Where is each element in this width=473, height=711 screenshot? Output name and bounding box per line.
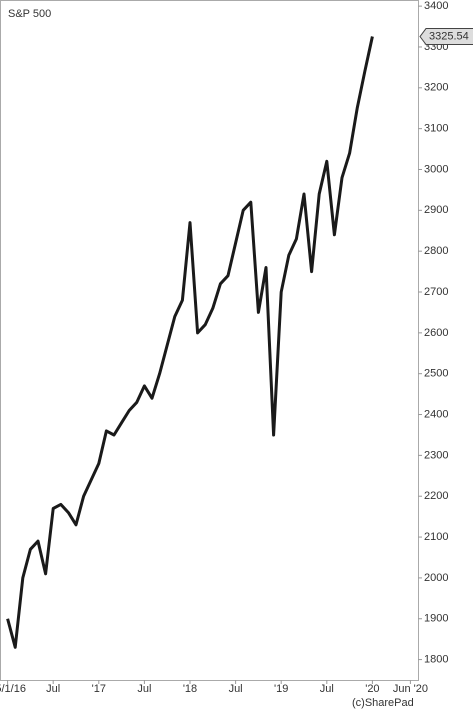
y-tick-label: 2600	[424, 327, 448, 339]
y-tick-label: 2200	[424, 490, 448, 502]
x-tick-label: 25/1/16	[0, 683, 26, 695]
y-tick-label: 2300	[424, 449, 448, 461]
x-tick-label: Jun '20	[393, 683, 428, 695]
x-tick-label: Jul	[320, 683, 334, 695]
y-tick-label: 2000	[424, 572, 448, 584]
x-tick-label: '19	[274, 683, 288, 695]
x-tick-label: Jul	[46, 683, 60, 695]
y-tick-label: 3100	[424, 123, 448, 135]
credit: (c)SharePad	[352, 697, 414, 709]
plot-frame	[0, 0, 419, 681]
y-tick-label: 2900	[424, 204, 448, 216]
x-tick-label: '18	[183, 683, 197, 695]
x-tick-label: '17	[92, 683, 106, 695]
last-value-label: 3325.54	[429, 30, 469, 42]
last-value-box	[419, 28, 473, 46]
y-tick-label: 2500	[424, 368, 448, 380]
y-tick-label: 2700	[424, 286, 448, 298]
price-line	[6, 36, 374, 649]
x-tick-label: '20	[365, 683, 379, 695]
chart-title: S&P 500	[8, 8, 51, 20]
y-tick-label: 2400	[424, 408, 448, 420]
y-tick-label: 3400	[424, 0, 448, 12]
y-tick-label: 3000	[424, 163, 448, 175]
y-tick-label: 1800	[424, 653, 448, 665]
x-tick-label: Jul	[229, 683, 243, 695]
y-tick-label: 3200	[424, 82, 448, 94]
y-tick-label: 2800	[424, 245, 448, 257]
y-tick-label: 2100	[424, 531, 448, 543]
x-tick-label: Jul	[137, 683, 151, 695]
y-tick-label: 1900	[424, 613, 448, 625]
